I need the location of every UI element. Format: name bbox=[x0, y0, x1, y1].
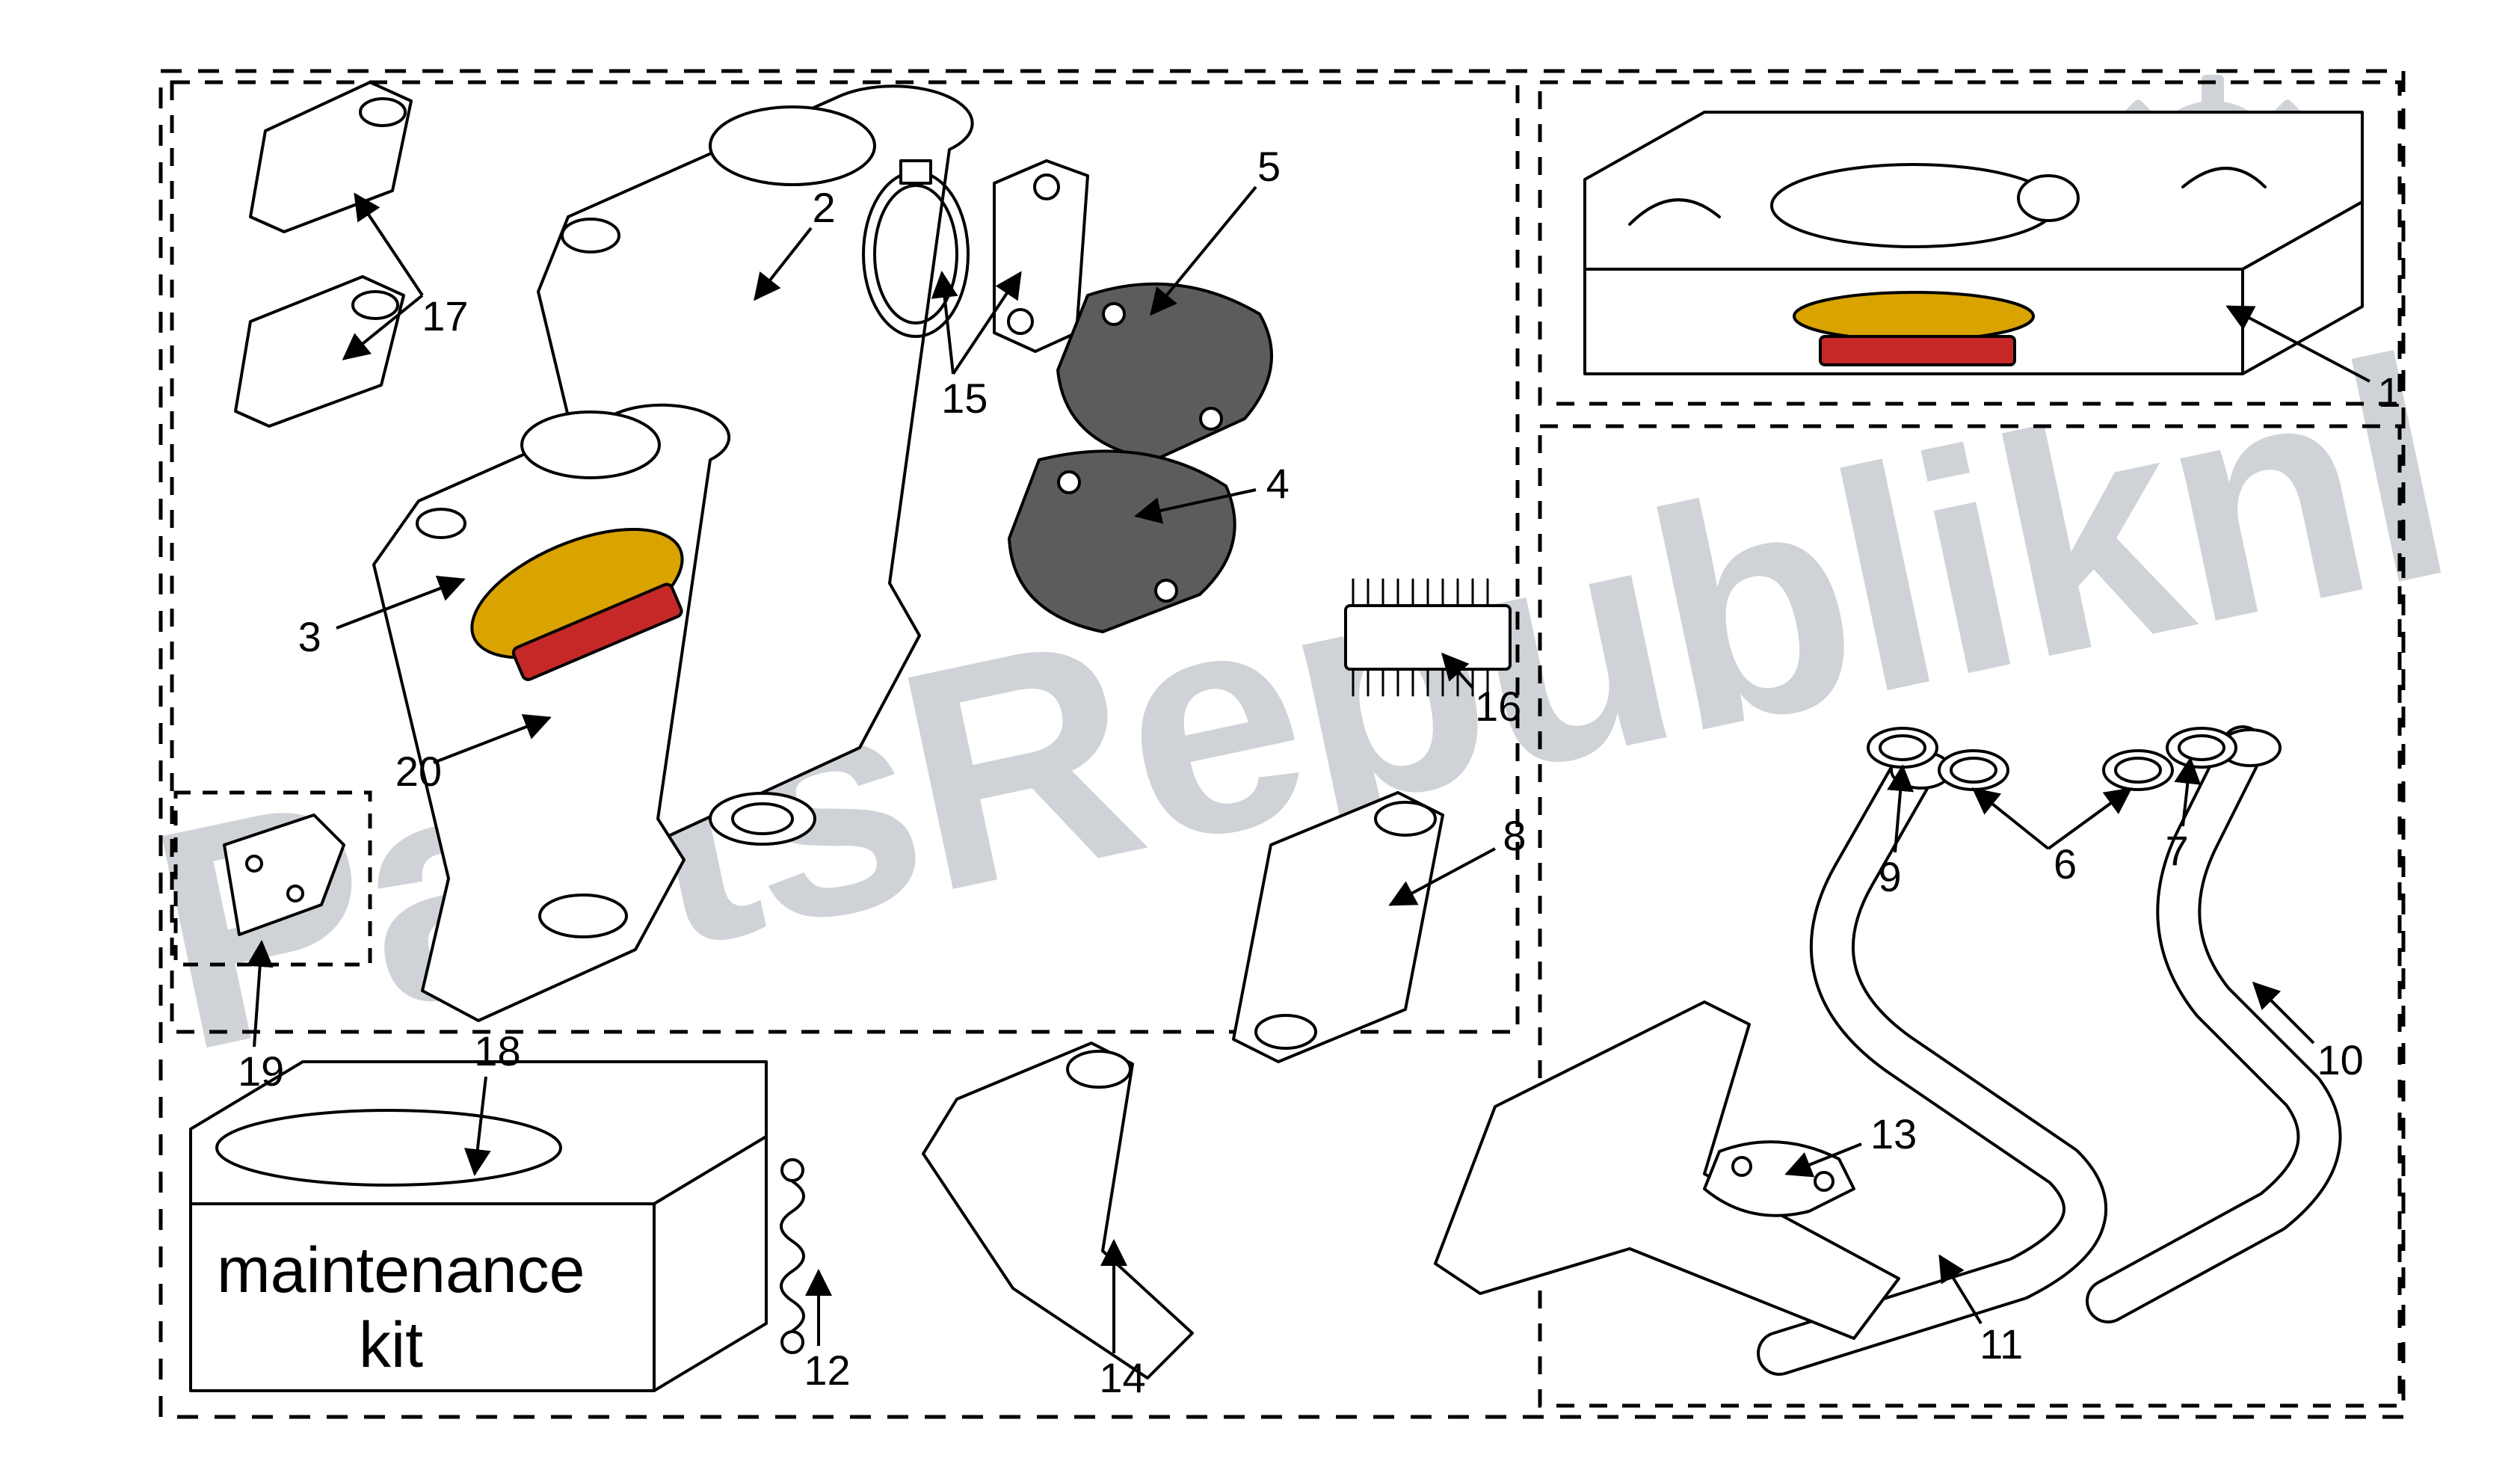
maintenance-kit-label-line2: kit bbox=[359, 1308, 423, 1383]
callout-20: 20 bbox=[395, 747, 442, 796]
maintenance-kit-label-line1: maintenance bbox=[217, 1234, 585, 1308]
part-small-bracket bbox=[224, 815, 344, 935]
part-heel-guard-right bbox=[1058, 284, 1272, 460]
callout-5: 5 bbox=[1257, 142, 1281, 191]
callout-15: 15 bbox=[941, 374, 988, 422]
callout-8: 8 bbox=[1503, 811, 1526, 860]
callout-16: 16 bbox=[1475, 682, 1521, 731]
callout-18: 18 bbox=[474, 1027, 520, 1075]
part-link-pipe-right bbox=[1233, 793, 1443, 1062]
callout-10: 10 bbox=[2317, 1036, 2363, 1084]
callout-13: 13 bbox=[1870, 1110, 1917, 1158]
leader-6 bbox=[1974, 789, 2048, 849]
callout-9: 9 bbox=[1878, 852, 1901, 901]
callout-1: 1 bbox=[2377, 368, 2400, 416]
part-link-pipe-left bbox=[923, 1043, 1192, 1378]
part-kit-box bbox=[1585, 112, 2362, 374]
part-db-killer-upper bbox=[250, 82, 411, 232]
callout-3: 3 bbox=[298, 612, 321, 661]
part-maintenance-kit-box bbox=[191, 1062, 766, 1391]
part-heel-guard-left bbox=[1009, 451, 1235, 632]
callout-19: 19 bbox=[238, 1047, 284, 1095]
part-exhaust-spring bbox=[781, 1160, 804, 1353]
callout-6: 6 bbox=[2054, 840, 2077, 888]
callout-11: 11 bbox=[1980, 1320, 2023, 1368]
callout-7: 7 bbox=[2166, 826, 2189, 875]
callout-17: 17 bbox=[422, 292, 468, 340]
callout-4: 4 bbox=[1266, 459, 1290, 508]
callout-2: 2 bbox=[812, 183, 835, 232]
callout-14: 14 bbox=[1099, 1353, 1145, 1402]
callout-12: 12 bbox=[804, 1346, 850, 1394]
part-collector-bracket bbox=[1704, 1142, 1854, 1216]
diagram-root: PartsRepubliknl bbox=[0, 0, 2520, 1467]
part-clamp-strap bbox=[994, 161, 1088, 351]
part-db-killer-lower bbox=[235, 277, 404, 426]
part-eprom-chip bbox=[1346, 579, 1510, 695]
